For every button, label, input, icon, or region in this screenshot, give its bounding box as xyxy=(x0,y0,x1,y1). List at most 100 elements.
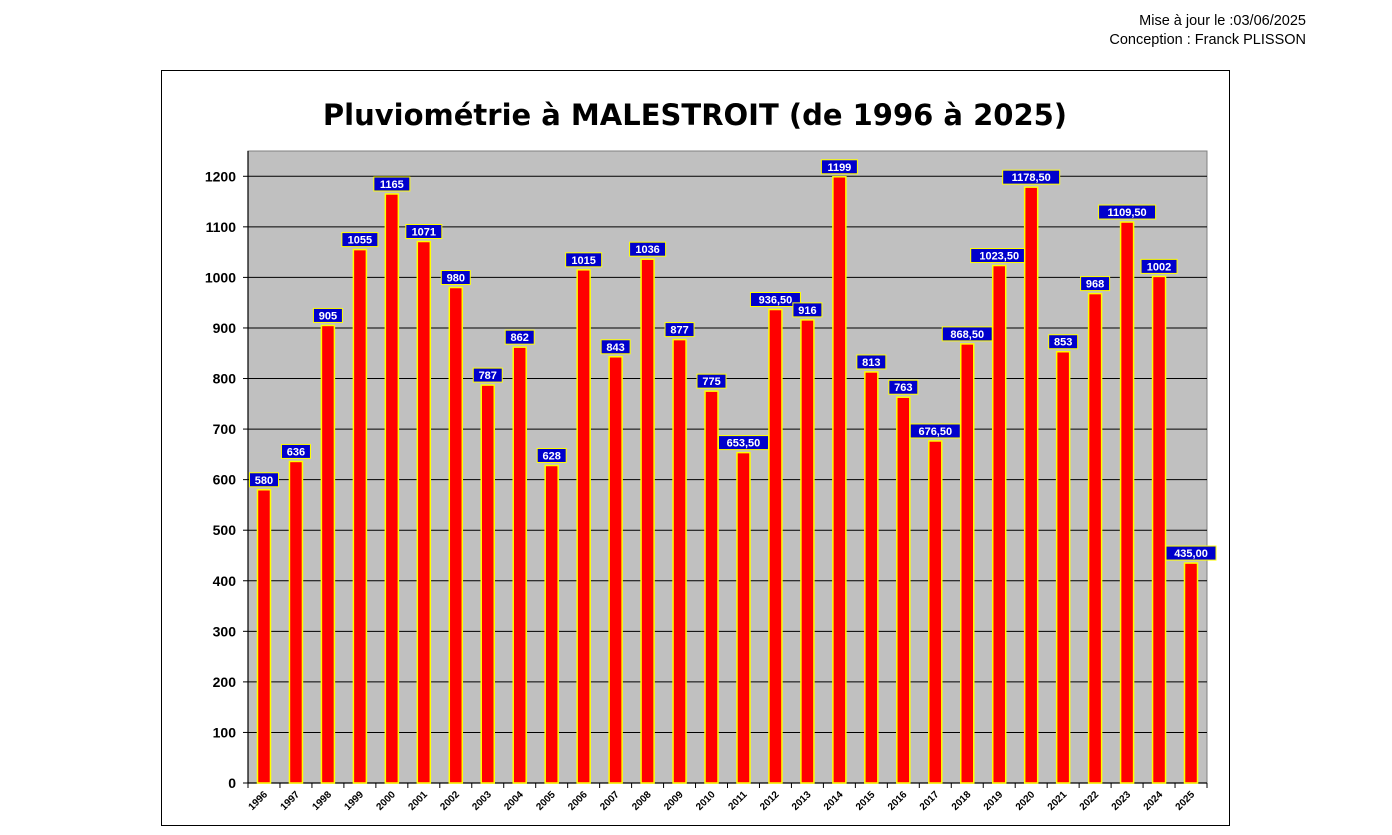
data-label-box xyxy=(629,241,667,257)
x-tick-label-2003: 2003 xyxy=(470,789,494,813)
data-label-2002: 980 xyxy=(447,273,465,285)
x-tick-label-2020: 2020 xyxy=(1014,789,1038,813)
bar-2024 xyxy=(1151,275,1167,784)
y-tick-label: 500 xyxy=(213,522,237,538)
data-label-2023: 1109,50 xyxy=(1108,207,1147,219)
x-tick-label-1998: 1998 xyxy=(311,789,335,813)
bar-2001 xyxy=(416,240,432,784)
data-label-1996: 580 xyxy=(255,475,273,487)
data-label-box xyxy=(536,447,567,463)
data-label-box xyxy=(472,367,503,383)
x-tick-label-2007: 2007 xyxy=(598,789,622,813)
x-tick-label-2015: 2015 xyxy=(854,789,878,813)
y-tick-label: 400 xyxy=(213,573,237,589)
x-tick-label-2018: 2018 xyxy=(950,789,974,813)
data-label-2014: 1199 xyxy=(827,162,851,174)
data-label-2022: 968 xyxy=(1086,279,1104,291)
bar-2006 xyxy=(576,269,591,784)
data-label-box xyxy=(1048,334,1079,350)
data-label-box xyxy=(312,307,343,323)
x-tick-label-2019: 2019 xyxy=(982,789,1006,813)
bar-2003 xyxy=(480,384,495,784)
data-label-2012: 936,50 xyxy=(759,295,793,307)
bar-1998 xyxy=(320,324,336,784)
bar-2019 xyxy=(991,264,1007,784)
header-meta: Mise à jour le :03/06/2025 Conception : … xyxy=(1020,12,1306,50)
data-label-1997: 636 xyxy=(287,446,305,458)
bar-2012 xyxy=(768,308,783,784)
y-tick-label: 1200 xyxy=(205,168,236,184)
x-tick-label-2025: 2025 xyxy=(1174,789,1198,813)
data-label-box xyxy=(405,224,443,240)
data-label-box xyxy=(1140,258,1178,274)
chart-frame: Pluviométrie à MALESTROIT (de 1996 à 202… xyxy=(161,70,1230,826)
data-label-box xyxy=(565,252,603,268)
x-tick-label-2017: 2017 xyxy=(918,789,942,813)
x-tick-label-2004: 2004 xyxy=(502,789,526,813)
data-label-box xyxy=(504,329,535,345)
data-label-2008: 1036 xyxy=(635,244,659,256)
data-label-2025: 435,00 xyxy=(1174,548,1208,560)
bar-2010 xyxy=(704,390,719,784)
data-label-2010: 775 xyxy=(702,376,720,388)
data-label-2013: 916 xyxy=(798,305,816,317)
bar-2004 xyxy=(512,346,527,784)
data-label-box xyxy=(248,472,279,488)
data-label-box xyxy=(820,159,858,175)
author-text: Conception : Franck PLISSON xyxy=(1109,32,1306,48)
data-label-2004: 862 xyxy=(511,332,529,344)
x-tick-label-2021: 2021 xyxy=(1046,789,1070,813)
data-label-box xyxy=(440,270,471,286)
bar-2008 xyxy=(640,258,655,784)
data-label-box xyxy=(792,302,823,318)
data-label-box xyxy=(600,339,631,355)
data-label-2003: 787 xyxy=(479,370,497,382)
bar-2015 xyxy=(864,371,879,784)
x-tick-label-2023: 2023 xyxy=(1110,789,1134,813)
data-label-box xyxy=(1098,204,1157,220)
data-label-box xyxy=(749,292,801,308)
y-tick-label: 100 xyxy=(213,724,237,740)
bar-2016 xyxy=(896,396,911,784)
data-label-2016: 763 xyxy=(894,382,912,394)
data-label-box xyxy=(856,354,887,370)
data-label-box xyxy=(1002,169,1061,185)
update-date-text: Mise à jour le :03/06/2025 xyxy=(1139,13,1306,29)
data-label-2024: 1002 xyxy=(1147,261,1171,273)
data-label-2021: 853 xyxy=(1054,337,1072,349)
x-tick-label-2014: 2014 xyxy=(822,789,846,813)
data-label-box xyxy=(280,443,311,459)
x-tick-label-2012: 2012 xyxy=(758,789,782,813)
data-label-1999: 1055 xyxy=(348,235,372,247)
bar-2009 xyxy=(672,338,687,784)
bar-1996 xyxy=(256,489,272,784)
bar-2021 xyxy=(1055,350,1071,784)
x-tick-label-2002: 2002 xyxy=(438,789,462,813)
bar-2007 xyxy=(608,356,623,784)
data-label-box xyxy=(341,232,379,248)
data-label-box xyxy=(1080,276,1111,292)
data-label-2001: 1071 xyxy=(412,227,436,239)
x-tick-label-2009: 2009 xyxy=(662,789,686,813)
y-tick-label: 900 xyxy=(213,320,237,336)
data-label-2005: 628 xyxy=(543,450,561,462)
data-label-box xyxy=(664,322,695,338)
bar-1997 xyxy=(288,460,304,784)
bar-2014 xyxy=(832,176,847,784)
x-tick-label-2005: 2005 xyxy=(534,789,558,813)
y-tick-label: 0 xyxy=(228,775,236,791)
data-label-2006: 1015 xyxy=(571,255,595,267)
y-tick-label: 600 xyxy=(213,472,237,488)
data-label-2000: 1165 xyxy=(380,179,404,191)
bar-2020 xyxy=(1023,186,1039,784)
x-tick-label-2016: 2016 xyxy=(886,789,910,813)
data-label-2020: 1178,50 xyxy=(1012,172,1051,184)
plot-area xyxy=(247,150,1208,784)
y-tick-label: 800 xyxy=(213,371,237,387)
rainfall-chart: Pluviométrie à MALESTROIT (de 1996 à 202… xyxy=(205,98,1217,813)
data-label-2015: 813 xyxy=(862,357,880,369)
x-tick-label-2001: 2001 xyxy=(406,789,430,813)
data-label-2007: 843 xyxy=(606,342,624,354)
bar-2013 xyxy=(800,319,815,784)
y-tick-label: 700 xyxy=(213,421,237,437)
